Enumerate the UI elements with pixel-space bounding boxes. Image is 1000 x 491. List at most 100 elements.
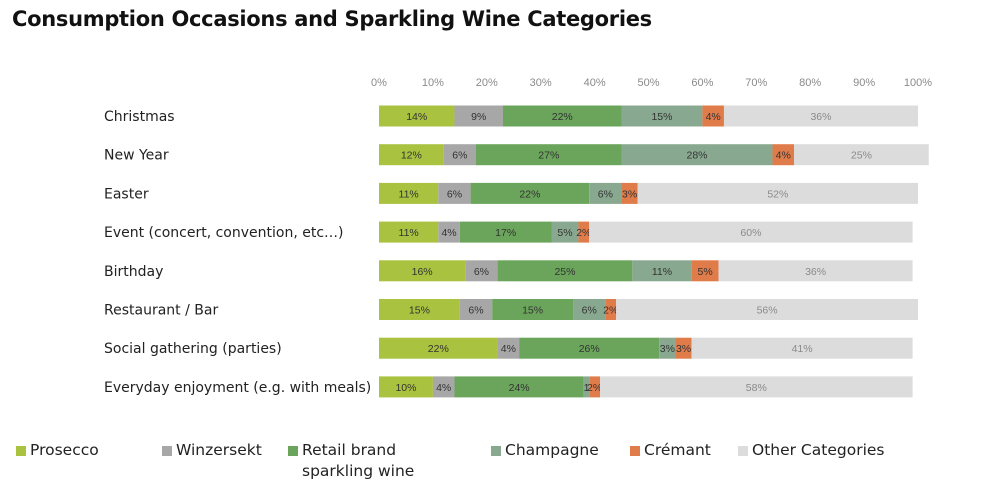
data-label: 2% [576, 227, 591, 239]
data-label: 11% [652, 266, 672, 278]
bar-segment [379, 221, 439, 243]
bar-segment [702, 105, 724, 127]
legend-label: Other Categories [752, 440, 884, 461]
legend-label-line: Winzersekt [176, 441, 262, 459]
data-label: 60% [740, 227, 761, 239]
legend-item: Prosecco [16, 440, 99, 461]
bar-segment [621, 182, 638, 204]
data-label: 22% [552, 111, 573, 123]
data-label: 52% [767, 188, 788, 200]
category-label: New Year [104, 148, 169, 164]
x-axis: 0% 10% 20% 30% 40% 50% 60% 70% 80% 90% 100% [371, 77, 932, 89]
chart-title: Consumption Occasions and Sparkling Wine… [12, 7, 652, 31]
bar-segment [605, 299, 617, 320]
bar-segment [659, 337, 676, 359]
bar-row: 16% 6% 25% 11% 5% 36% [379, 260, 913, 282]
bar-segment [379, 144, 444, 166]
data-label: 11% [399, 227, 419, 239]
data-label: 26% [579, 343, 600, 355]
bar-segment [589, 221, 913, 243]
bar-segment [573, 299, 606, 320]
data-label: 36% [805, 266, 826, 278]
category-label: Event (concert, convention, etc…) [104, 225, 344, 241]
bar-segment [621, 144, 773, 166]
bar-segment [470, 182, 590, 204]
data-label: 5% [698, 266, 713, 278]
bar-row: 22% 4% 26% 3% 3% 41% [379, 337, 913, 359]
stacked-bar-chart: 0% 10% 20% 30% 40% 50% 60% 70% 80% 90% 100% Christ… [104, 77, 932, 398]
legend-item: Retail brand sparkling wine [288, 440, 414, 482]
data-label: 14% [406, 111, 427, 123]
legend-swatch [738, 446, 748, 456]
data-label: 2% [587, 382, 602, 394]
data-label: 5% [557, 227, 572, 239]
data-label: 6% [474, 266, 489, 278]
bar-segment [794, 144, 929, 166]
bar-segment [772, 144, 795, 166]
legend-swatch [491, 446, 501, 456]
data-label: 4% [501, 343, 516, 355]
x-tick-label: 90% [853, 77, 875, 89]
data-label: 58% [746, 382, 767, 394]
legend-label-line: Prosecco [30, 441, 99, 459]
legend-swatch [16, 446, 26, 456]
data-label: 11% [399, 188, 419, 200]
bar-segment [379, 105, 455, 127]
legend-item: Champagne [491, 440, 599, 461]
data-label: 6% [468, 305, 483, 317]
bar-segment [432, 376, 455, 398]
bar-segment [578, 221, 590, 243]
bar-segment [379, 299, 460, 320]
data-label: 6% [582, 305, 597, 317]
bar-segment [718, 260, 913, 282]
bar-row: 12% 6% 27% 28% 4% 25% [379, 144, 929, 166]
bar-segment [691, 337, 913, 359]
bars: 14% 9% 22% 15% 4% 36%12% 6% 27% 28% 4% 25%11% 6% 22%… [379, 105, 929, 398]
x-tick-label: 60% [691, 77, 713, 89]
bar-segment [459, 299, 493, 320]
data-label: 4% [441, 227, 456, 239]
data-label: 10% [395, 382, 416, 394]
data-label: 6% [452, 150, 467, 162]
x-tick-label: 100% [904, 77, 932, 89]
category-label: Restaurant / Bar [104, 303, 218, 319]
bar-segment [691, 260, 719, 282]
category-label: Easter [104, 186, 149, 202]
data-label: 4% [436, 382, 451, 394]
bar-segment [551, 221, 579, 243]
legend-label: Winzersekt [176, 440, 262, 461]
category-label: Everyday enjoyment (e.g. with meals) [104, 380, 371, 396]
bar-row: 11% 6% 22% 6% 3% 52% [379, 182, 918, 204]
bar-segment [465, 260, 498, 282]
data-label: 3% [676, 343, 691, 355]
data-label: 27% [538, 150, 559, 162]
x-tick-label: 80% [799, 77, 821, 89]
data-label: 2% [603, 305, 618, 317]
legend-label: Champagne [505, 440, 599, 461]
bar-segment [589, 376, 600, 398]
bar-segment [454, 105, 503, 127]
legend-label: Prosecco [30, 440, 99, 461]
legend-label: Retail brand sparkling wine [302, 440, 414, 482]
data-label: 22% [428, 343, 449, 355]
legend-swatch [162, 446, 172, 456]
data-label: 3% [622, 188, 637, 200]
x-tick-label: 20% [476, 77, 498, 89]
data-label: 22% [519, 188, 540, 200]
data-label: 15% [651, 111, 672, 123]
bar-segment [459, 221, 552, 243]
legend-label-line: Retail brand [302, 441, 397, 459]
bar-row: 11% 4% 17% 5% 2% 60% [379, 221, 913, 243]
bar-segment [497, 337, 520, 359]
bar-segment [675, 337, 692, 359]
bar-segment [589, 182, 622, 204]
bar-row: 10% 4% 24% 12% 58% [379, 376, 913, 398]
x-tick-label: 30% [530, 77, 552, 89]
bar-segment [637, 182, 918, 204]
legend-item: Winzersekt [162, 440, 262, 461]
data-label: 15% [522, 305, 543, 317]
bar-segment [583, 376, 590, 398]
x-tick-label: 10% [422, 77, 444, 89]
data-label: 17% [495, 227, 516, 239]
data-label: 4% [706, 111, 721, 123]
